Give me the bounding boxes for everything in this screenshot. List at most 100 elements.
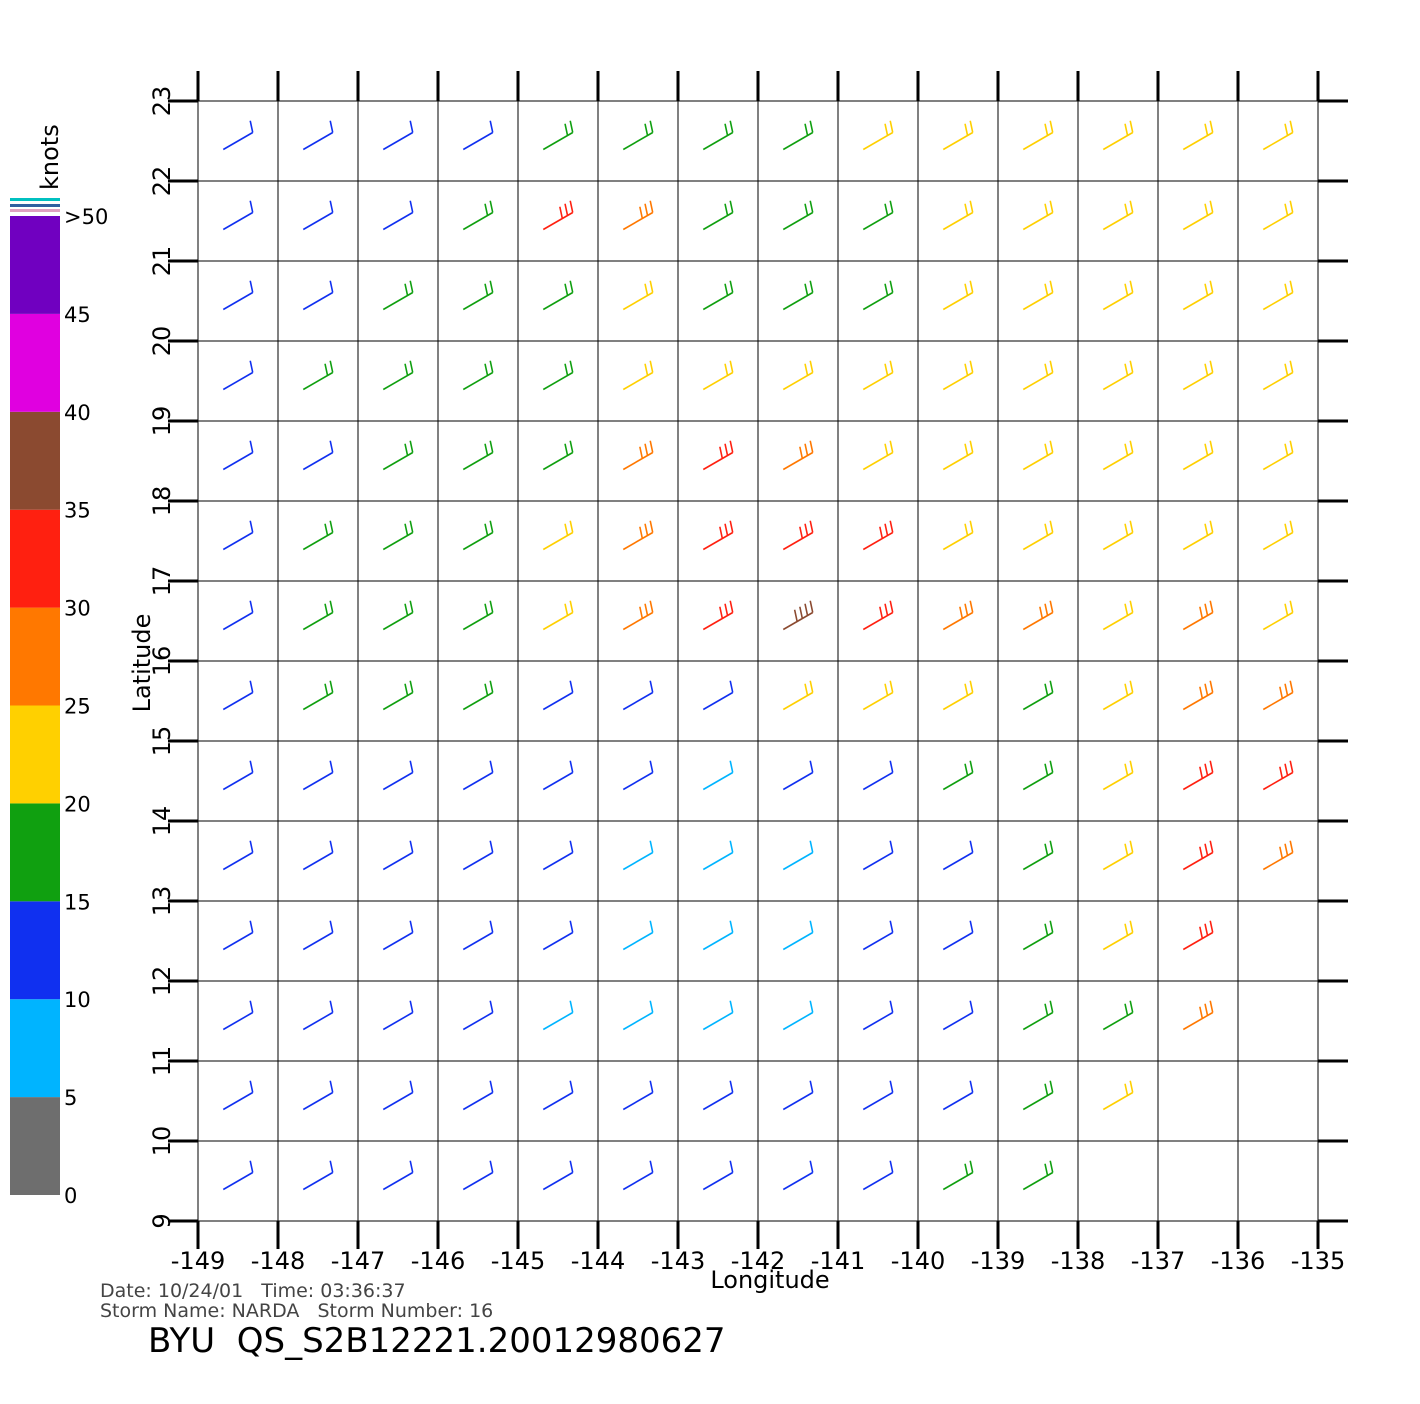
- wind-barb: [702, 120, 734, 151]
- wind-barb: [942, 120, 974, 151]
- wind-barb: [862, 1160, 894, 1191]
- wind-barb: [1022, 1080, 1054, 1111]
- colorbar-band: [10, 999, 60, 1098]
- wind-barb: [1102, 600, 1134, 631]
- colorbar-cap: [10, 198, 60, 201]
- wind-barb: [302, 1080, 334, 1111]
- colorbar-label: 20: [64, 792, 91, 816]
- colorbar-band: [10, 803, 60, 902]
- wind-barb: [1102, 840, 1134, 871]
- wind-barb: [782, 760, 814, 791]
- wind-barb: [302, 280, 334, 311]
- wind-barb: [1102, 520, 1134, 551]
- colorbar-label: 0: [64, 1184, 77, 1208]
- wind-barb: [462, 280, 494, 311]
- y-tick-label: 23: [148, 86, 176, 117]
- colorbar-band: [10, 901, 60, 1000]
- wind-barb: [382, 280, 414, 311]
- wind-barb: [542, 200, 574, 231]
- wind-barb: [782, 280, 814, 311]
- x-tick-label: -137: [1131, 1247, 1185, 1275]
- wind-barb: [542, 440, 574, 471]
- wind-barb: [382, 440, 414, 471]
- wind-barb: [462, 1080, 494, 1111]
- colorbar-label: 5: [64, 1086, 77, 1110]
- y-tick-label: 14: [148, 806, 176, 837]
- wind-barb: [1262, 200, 1294, 231]
- wind-barb: [1182, 280, 1214, 311]
- x-tick-label: -146: [411, 1247, 465, 1275]
- wind-barb: [702, 440, 734, 471]
- y-tick-label: 20: [148, 326, 176, 357]
- wind-barb: [462, 600, 494, 631]
- wind-barb: [222, 440, 254, 471]
- wind-barb: [462, 1160, 494, 1191]
- chart-title: BYU QS_S2B12221.20012980627: [148, 1321, 726, 1361]
- wind-barb: [622, 1080, 654, 1111]
- x-tick-label: -138: [1051, 1247, 1105, 1275]
- wind-barb: [542, 1080, 574, 1111]
- colorbar-band: [10, 411, 60, 510]
- wind-barb: [1102, 760, 1134, 791]
- colorbar-label: 15: [64, 890, 91, 914]
- wind-barb: [622, 1160, 654, 1191]
- colorbar-label: 25: [64, 695, 91, 719]
- wind-barb: [382, 840, 414, 871]
- wind-barb: [1182, 120, 1214, 151]
- wind-barb: [462, 360, 494, 391]
- wind-barb: [1102, 200, 1134, 231]
- wind-barb: [222, 920, 254, 951]
- wind-barb: [942, 680, 974, 711]
- wind-barb: [942, 440, 974, 471]
- wind-barb: [1262, 760, 1294, 791]
- wind-barb: [862, 200, 894, 231]
- wind-barb: [222, 120, 254, 151]
- wind-barb: [1022, 200, 1054, 231]
- wind-barb: [542, 360, 574, 391]
- x-tick-label: -141: [811, 1247, 865, 1275]
- wind-barb: [382, 920, 414, 951]
- wind-barb: [862, 760, 894, 791]
- colorbar-title: knots: [36, 124, 64, 190]
- wind-barb: [542, 280, 574, 311]
- wind-barb: [942, 360, 974, 391]
- colorbar-band: [10, 1097, 60, 1195]
- wind-barb: [862, 440, 894, 471]
- wind-barb: [1022, 1160, 1054, 1191]
- wind-barb: [862, 920, 894, 951]
- wind-barb: [1102, 360, 1134, 391]
- wind-barb: [782, 1000, 814, 1031]
- wind-barb: [1022, 120, 1054, 151]
- x-tick-label: -145: [491, 1247, 545, 1275]
- wind-barb: [1022, 360, 1054, 391]
- wind-barb: [1262, 440, 1294, 471]
- wind-barb: [782, 1080, 814, 1111]
- wind-barb: [222, 360, 254, 391]
- y-tick-label: 21: [148, 246, 176, 277]
- wind-barb: [222, 280, 254, 311]
- wind-barb: [382, 520, 414, 551]
- wind-barb: [462, 680, 494, 711]
- wind-barb: [542, 680, 574, 711]
- wind-barb: [1102, 1000, 1134, 1031]
- wind-barb: [1022, 520, 1054, 551]
- wind-barb: [702, 1080, 734, 1111]
- wind-barb: [382, 200, 414, 231]
- y-tick-label: 19: [148, 406, 176, 437]
- x-tick-label: -142: [731, 1247, 785, 1275]
- wind-barb: [1182, 760, 1214, 791]
- wind-barb: [382, 1080, 414, 1111]
- wind-barb: [222, 1160, 254, 1191]
- wind-barb: [222, 840, 254, 871]
- x-tick-label: -139: [971, 1247, 1025, 1275]
- wind-barb: [302, 680, 334, 711]
- wind-barb: [1182, 680, 1214, 711]
- x-tick-label: -144: [571, 1247, 625, 1275]
- wind-barb: [1262, 840, 1294, 871]
- wind-barb: [862, 280, 894, 311]
- storm-line: Storm Name: NARDA Storm Number: 16: [100, 1300, 493, 1322]
- wind-barb: [302, 520, 334, 551]
- date-line: Date: 10/24/01 Time: 03:36:37: [100, 1280, 406, 1302]
- wind-barb: [782, 360, 814, 391]
